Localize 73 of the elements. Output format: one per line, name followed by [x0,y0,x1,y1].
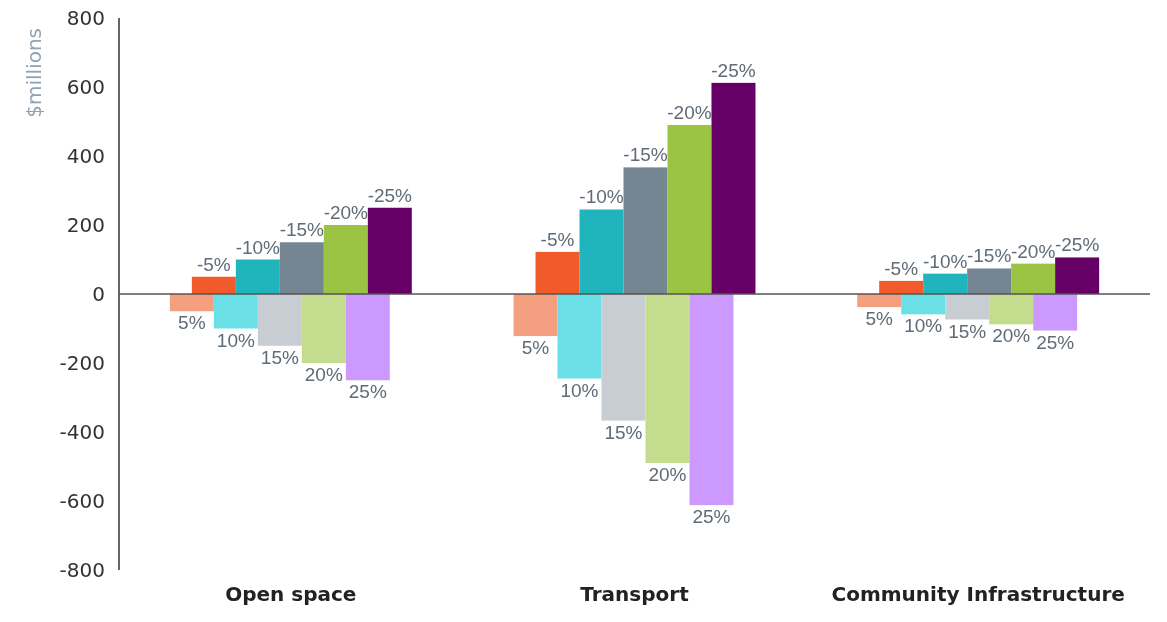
series-label: -5% [196,253,231,275]
bar [279,242,324,294]
text: 5% [521,337,550,359]
text: -10% [235,236,281,258]
text: -15% [623,144,668,166]
bar [213,294,258,329]
text: 5% [865,308,893,330]
bar [901,294,946,315]
text: 10% [216,329,255,351]
series-label: 10% [560,379,599,401]
bar [191,276,236,294]
x-tick-label: Community Infrastructure [831,582,1125,606]
bar [667,124,712,294]
bar [923,273,968,294]
bar [557,294,602,379]
series-label: -15% [279,219,325,241]
text: 20% [648,464,687,486]
y-tick-label: 600 [66,75,105,99]
bar [711,82,756,294]
bar [367,207,412,294]
bar [1011,263,1056,294]
bar [345,294,390,381]
y-tick-label: 200 [66,213,105,237]
bar [623,167,668,294]
text: 15% [260,346,299,368]
bar [857,294,902,308]
y-axis-title: $millions [22,28,46,118]
text: -25% [711,59,756,81]
bar [535,251,580,294]
series-label: 15% [604,421,643,443]
bar [601,294,646,421]
y-tick-label: -400 [59,420,105,444]
bar [323,225,368,294]
bar [645,294,690,464]
y-tick-label: -200 [59,351,105,375]
x-tick-label: Open space [225,582,357,606]
bar [235,259,280,294]
text: -20% [323,202,368,223]
bar [513,294,558,337]
series-label: -20% [1010,240,1056,262]
bar [169,294,214,312]
text: -10% [922,250,968,272]
series-label: 20% [304,364,343,385]
bar [689,294,734,506]
y-tick-label: 800 [66,6,105,30]
bar [967,268,1012,294]
series-label: -10% [579,186,624,208]
bar [257,294,302,346]
text: 10% [904,315,943,337]
y-tick-label: -800 [59,558,105,582]
bar [1033,294,1078,331]
text: 20% [992,325,1031,347]
y-tick-label: 0 [92,282,105,306]
text: 25% [1036,331,1075,353]
series-label: 25% [348,381,387,403]
text: -15% [966,245,1012,267]
series-label: 5% [178,312,206,334]
text: 15% [948,320,987,342]
text: 25% [692,506,731,528]
bar [1055,257,1100,294]
series-label: -25% [1054,234,1100,256]
text: -20% [667,101,712,123]
bar [989,294,1034,325]
y-tick-label: 400 [66,144,105,168]
y-tick-label: -600 [59,489,105,513]
bar [879,280,924,294]
bar [945,294,990,320]
text: -5% [540,228,575,250]
x-tick-label: Transport [580,582,690,606]
bar [579,209,624,294]
text: -5% [884,257,919,279]
text: -25% [367,184,412,206]
bar [301,294,346,363]
